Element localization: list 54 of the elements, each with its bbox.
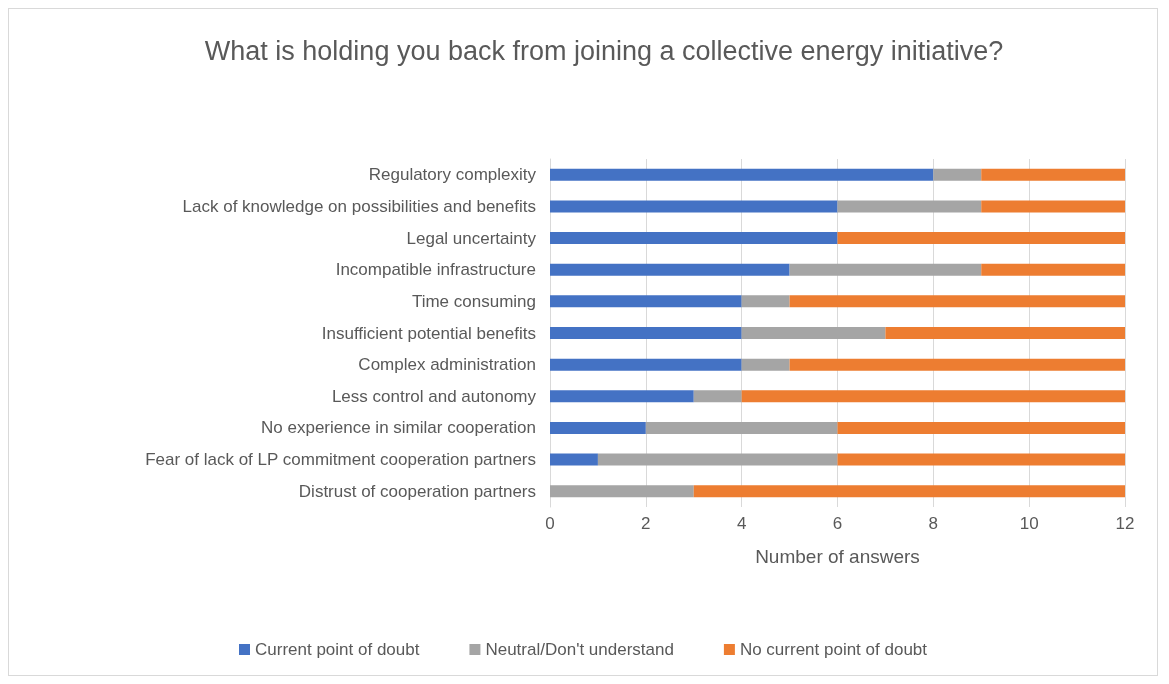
bar [741,358,790,371]
bar [981,168,1125,181]
bar [550,421,646,434]
bar [837,200,982,213]
bar [741,295,790,308]
y-tick-label: Lack of knowledge on possibilities and benefits [182,196,536,216]
legend-label: Neutral/Don't understand [485,640,674,659]
bar [981,263,1125,276]
bar [550,168,934,181]
y-tick-label: Distrust of cooperation partners [298,481,536,501]
x-tick-label: 4 [736,514,747,533]
bar [933,168,982,181]
y-tick-label: Legal uncertainty [406,228,537,248]
bar [550,200,838,213]
bar [837,232,1125,245]
bar [981,200,1125,213]
bar [789,358,1125,371]
x-tick-label: 12 [1115,514,1135,533]
bar [550,390,694,403]
bar [837,453,1125,466]
bar [550,485,694,498]
bar [789,295,1125,308]
y-tick-label: Complex administration [358,355,536,375]
bar [550,358,742,371]
bar [789,263,982,276]
x-tick-label: 2 [641,514,651,533]
y-tick-label: No experience in similar cooperation [261,418,536,438]
legend-label: No current point of doubt [739,640,928,659]
chart-title: What is holding you back from joining a collective energy initiative? [204,36,1004,66]
x-axis-title: Number of answers [755,546,920,567]
bar [693,485,1125,498]
x-tick-label: 8 [928,514,939,533]
bar [550,263,790,276]
x-tick-label: 0 [545,514,555,533]
x-tick-label: 6 [832,514,843,533]
legend-label: Current point of doubt [254,640,420,659]
bar [741,326,886,340]
bar [693,390,742,403]
x-tick-label: 10 [1019,514,1039,533]
bar [837,421,1125,434]
bar [550,326,742,340]
bar [550,295,742,308]
bar [597,453,838,466]
bar [645,421,838,434]
y-tick-label: Regulatory complexity [368,165,537,185]
bar [741,390,1125,403]
bar [550,453,598,466]
y-tick-label: Incompatible infrastructure [335,260,536,280]
y-tick-label: Fear of lack of LP commitment cooperation partners [145,450,536,470]
y-tick-label: Insufficient potential benefits [321,323,536,343]
bar [550,232,838,245]
bar [885,326,1125,340]
y-tick-label: Less control and autonomy [331,386,537,406]
y-tick-label: Time consuming [411,291,536,311]
